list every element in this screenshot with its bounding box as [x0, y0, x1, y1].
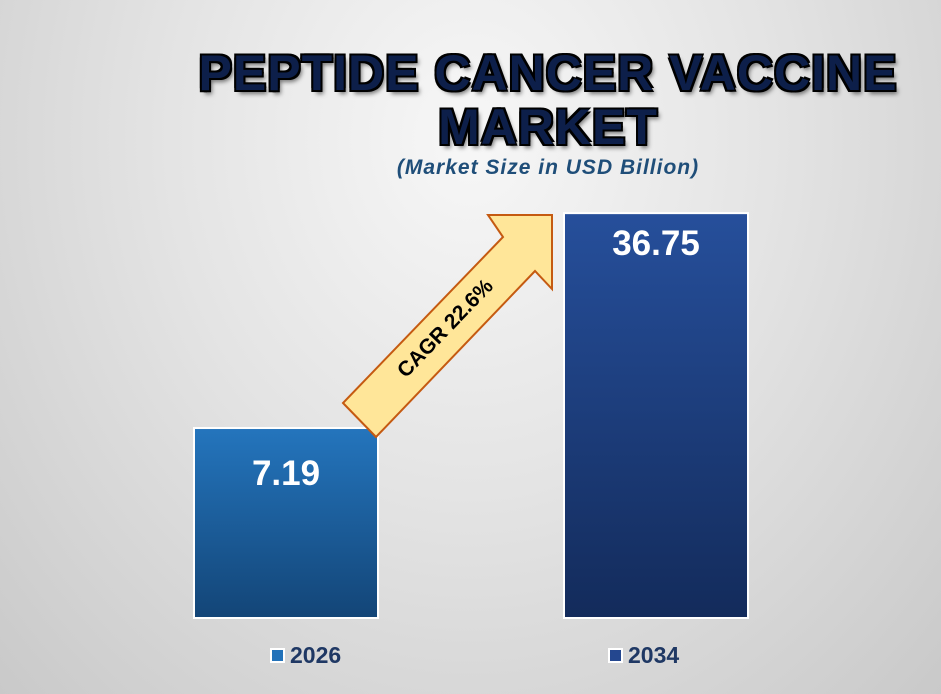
legend-swatch-2026 — [270, 648, 285, 663]
cagr-label: CAGR 22.6% — [393, 275, 498, 383]
chart-title-line-2: MARKET — [438, 99, 658, 155]
bar-2034 — [563, 212, 749, 619]
bar-2026 — [193, 427, 379, 619]
legend-item-2034: 2034 — [608, 642, 679, 669]
chart-title-line-1: PEPTIDE CANCER VACCINE — [198, 45, 898, 101]
legend-label-2026: 2026 — [290, 642, 342, 668]
cagr-arrow — [341, 214, 553, 439]
data-label-2034: 36.75 — [612, 224, 700, 263]
chart-subtitle: (Market Size in USD Billion) — [396, 156, 700, 179]
data-label-2026: 7.19 — [252, 454, 320, 493]
legend-item-2026: 2026 — [270, 642, 341, 669]
legend-swatch-2034 — [608, 648, 623, 663]
legend-label-2034: 2034 — [628, 642, 680, 668]
